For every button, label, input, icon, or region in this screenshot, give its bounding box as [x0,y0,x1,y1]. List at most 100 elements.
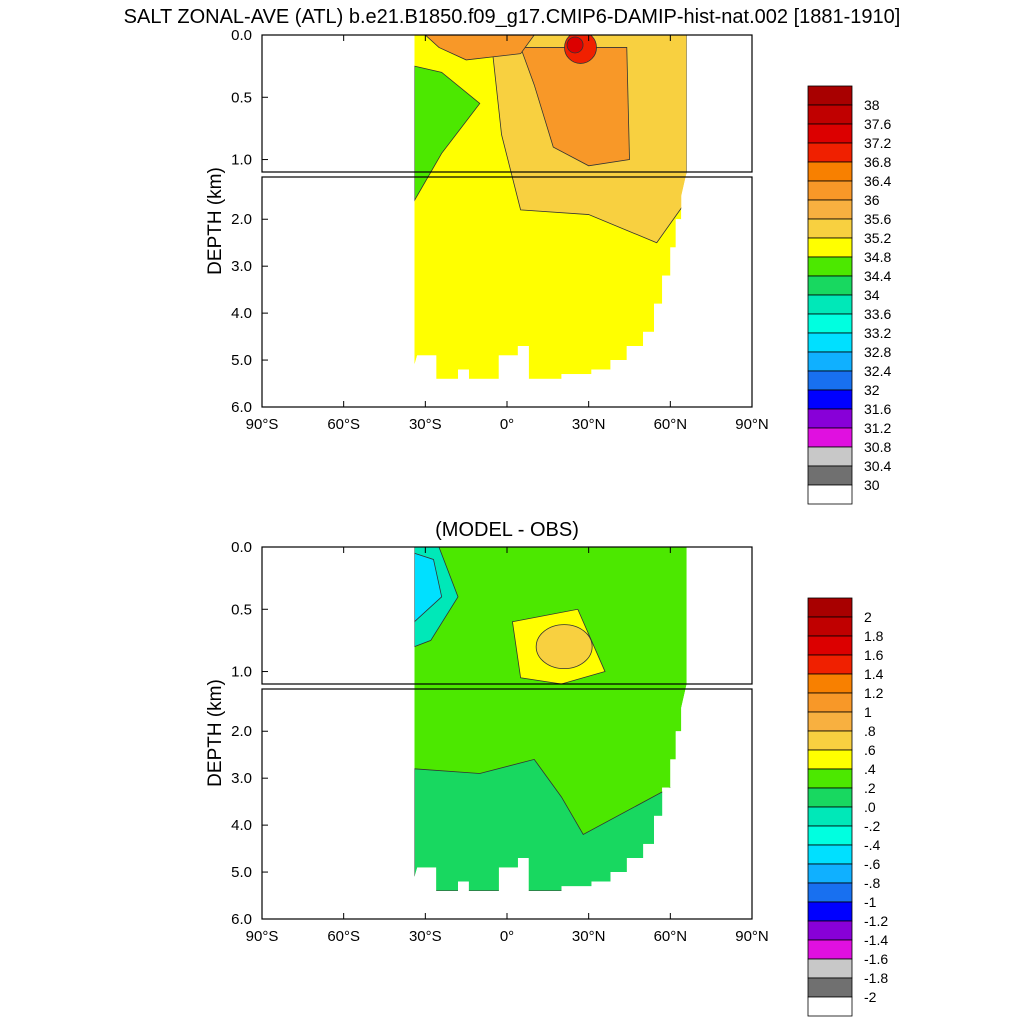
colorbar-label: 36.4 [864,173,891,189]
x-tick-label: 30°S [409,416,442,433]
x-tick-label: 60°N [654,416,688,433]
plot-panel-1: 90°S 60°S 30°S 0° 30°N 60°N 90°N0.00.51.02.03.… [205,539,888,1017]
colorbar-box [807,996,853,1017]
colorbar-label: -.4 [864,837,881,853]
colorbar-box [807,635,853,656]
colorbar-label: 30.8 [864,439,891,455]
colorbar-label: 1.6 [864,647,884,663]
colorbar-label: -1 [864,894,877,910]
colorbar-box [807,123,853,144]
colorbar-box [807,408,853,429]
colorbar-box [807,616,853,637]
y-tick-label: 1.0 [231,152,252,169]
colorbar-box [807,863,853,884]
colorbar-label: 30.4 [864,458,891,474]
colorbar-box [807,313,853,334]
colorbar-box [807,806,853,827]
colorbar-label: 37.2 [864,135,891,151]
colorbar-box [807,939,853,960]
colorbar-label: .0 [864,799,876,815]
contour-band-south-max [424,35,536,61]
colorbar-label: 1.8 [864,628,884,644]
colorbar-box [807,711,853,732]
colorbar-label: -.6 [864,856,881,872]
y-tick-label: 1.0 [231,664,252,681]
colorbar-label: -.8 [864,875,881,891]
contour-field-0 [414,35,687,379]
colorbar-box [807,161,853,182]
colorbar-box [807,104,853,125]
contour-band-34-4 [414,65,481,202]
colorbar-label: 2 [864,609,872,625]
colorbar-label: 35.2 [864,230,891,246]
colorbar-box [807,901,853,922]
colorbar-box [807,730,853,751]
colorbar-box [807,85,853,106]
colorbar-label: 31.2 [864,420,891,436]
x-tick-label: 0° [500,928,514,945]
colorbar-0: 38 37.6 37.2 36.8 36.4 36 35.6 35.2 34.8 34.4 34 33… [807,85,891,505]
x-tick-label: 90°S [246,416,279,433]
colorbar-label: 34 [864,287,880,303]
colorbar-box [807,465,853,486]
colorbar-box [807,332,853,353]
colorbar-box [807,787,853,808]
colorbar-box [807,218,853,239]
colorbar-box [807,749,853,770]
colorbar-label: 33.2 [864,325,891,341]
y-tick-label: 3.0 [231,258,252,275]
colorbar-label: -1.6 [864,951,888,967]
contour-field-1 [414,547,687,891]
colorbar-box [807,844,853,865]
colorbar-box [807,673,853,694]
contour-band-36 [520,47,630,167]
colorbar-label: .2 [864,780,876,796]
colorbar-box [807,692,853,713]
y-tick-label: 4.0 [231,817,252,834]
colorbar-label: 36 [864,192,880,208]
y-tick-label: 6.0 [231,911,252,928]
colorbar-label: 34.4 [864,268,891,284]
y-tick-label: 2.0 [231,723,252,740]
x-tick-label: 0° [500,416,514,433]
x-tick-label: 30°S [409,928,442,945]
colorbar-label: 1.2 [864,685,884,701]
colorbar-box [807,237,853,258]
colorbar-box [807,275,853,296]
colorbar-box [807,370,853,391]
contour-band-0 [414,758,687,891]
colorbar-box [807,882,853,903]
panel-title-diff: (MODEL - OBS) [435,519,579,541]
colorbar-box [807,142,853,163]
colorbar-label: 32 [864,382,880,398]
colorbar-label: .4 [864,761,876,777]
colorbar-label: 36.8 [864,154,891,170]
colorbar-label: .6 [864,742,876,758]
colorbar-label: 34.8 [864,249,891,265]
y-tick-label: 0.5 [231,601,252,618]
colorbar-label: 33.6 [864,306,891,322]
colorbar-label: 35.6 [864,211,891,227]
colorbar-label: -2 [864,989,877,1005]
colorbar-label: 38 [864,97,880,113]
colorbar-label: 37.6 [864,116,891,132]
colorbar-box [807,920,853,941]
y-axis-label: DEPTH (km) [205,167,226,275]
x-tick-label: 60°N [654,928,688,945]
x-tick-label: 90°S [246,928,279,945]
colorbar-box [807,825,853,846]
colorbar-box [807,484,853,505]
colorbar-label: .8 [864,723,876,739]
y-tick-label: 0.0 [231,539,252,556]
colorbar-label: -1.8 [864,970,888,986]
colorbar-box [807,977,853,998]
colorbar-box [807,294,853,315]
contour-surface-peak [566,36,584,54]
contour-band-0-6 [535,624,593,670]
x-tick-label: 60°S [327,416,360,433]
colorbar-box [807,180,853,201]
colorbar-box [807,768,853,789]
y-tick-label: 0.0 [231,27,252,44]
y-tick-label: 4.0 [231,305,252,322]
